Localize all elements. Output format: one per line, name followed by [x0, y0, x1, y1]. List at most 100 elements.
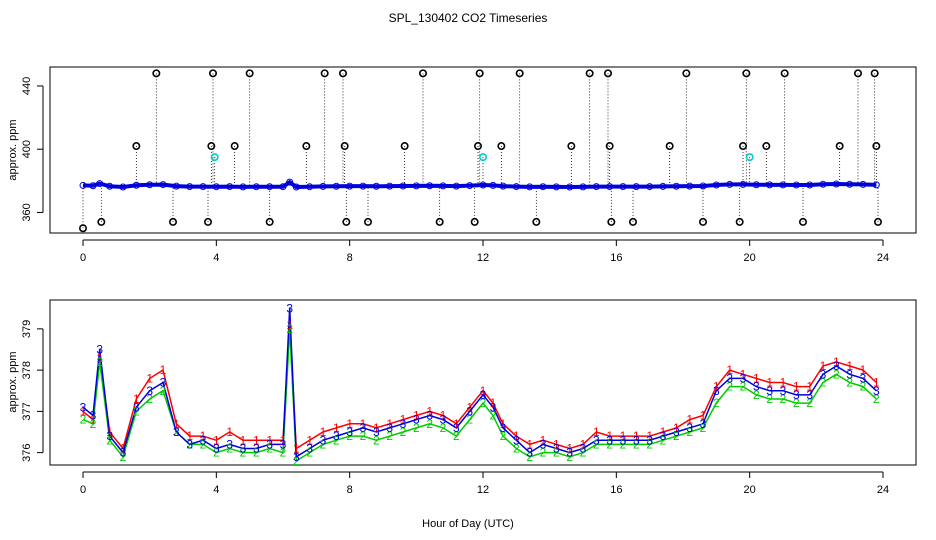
spike-marker [245, 69, 254, 78]
baseline-point [592, 183, 600, 191]
spike-marker [738, 142, 747, 151]
series-1-label: 1 [700, 409, 707, 423]
baseline-point [319, 182, 327, 190]
series-2-label: 2 [580, 446, 587, 460]
series-2-label: 2 [200, 437, 207, 451]
series-1-label: 1 [200, 429, 207, 443]
series-1-label: 1 [673, 421, 680, 435]
series-1-label: 1 [213, 433, 220, 447]
series-3-line [82, 308, 877, 459]
series-2-label: 2 [540, 446, 547, 460]
series-2-label: 2 [213, 446, 220, 460]
series-2-label: 2 [820, 376, 827, 390]
series-3-label: 3 [386, 421, 393, 435]
series-3-label: 3 [726, 371, 733, 385]
series-2-label: 2 [160, 384, 167, 398]
series-1-label: 1 [453, 417, 460, 431]
series-1-label: 1 [753, 371, 760, 385]
top-x-tick-label: 8 [347, 252, 353, 264]
series-2-label: 2 [793, 396, 800, 410]
series-3-label: 3 [80, 400, 87, 414]
series-3-label: 3 [146, 384, 153, 398]
series-3-label: 3 [673, 425, 680, 439]
spike-marker [230, 142, 239, 151]
series-2-label: 2 [360, 429, 367, 443]
series-3-label: 3 [580, 442, 587, 456]
spike-marker [320, 69, 329, 78]
spike-marker [605, 142, 614, 151]
series-2-label: 2 [400, 425, 407, 439]
baseline-point [712, 181, 720, 189]
series-1-label: 1 [440, 409, 447, 423]
series-3-label: 3 [780, 384, 787, 398]
baseline-point [119, 183, 127, 191]
baseline-point [212, 183, 220, 191]
spike-marker [585, 69, 594, 78]
spike-marker [780, 69, 789, 78]
spike-marker [682, 69, 691, 78]
spike-marker [207, 142, 216, 151]
series-1-label: 1 [280, 433, 287, 447]
spike-marker [835, 142, 844, 151]
spike-marker [302, 142, 311, 151]
bottom-x-tick-label: 16 [610, 484, 622, 496]
spike-marker [567, 142, 576, 151]
series-2-label: 2 [740, 380, 747, 394]
series-2-label: 2 [700, 421, 707, 435]
series-2-label: 2 [320, 437, 327, 451]
series-3-label: 3 [686, 421, 693, 435]
series-1-label: 1 [806, 380, 813, 394]
series-2-label: 2 [490, 409, 497, 423]
series-1-label: 1 [480, 384, 487, 398]
series-3-label: 3 [333, 429, 340, 443]
baseline-point [846, 180, 854, 188]
series-1-label: 1 [873, 376, 880, 390]
spike-marker [873, 217, 882, 226]
series-3-label: 3 [766, 384, 773, 398]
series-3-label: 3 [373, 425, 380, 439]
spike-marker [152, 69, 161, 78]
spike-marker [209, 69, 218, 78]
baseline-point [372, 182, 380, 190]
baseline-point [439, 182, 447, 190]
baseline-point [726, 180, 734, 188]
series-3-label: 3 [500, 421, 507, 435]
series-3-label: 3 [606, 433, 613, 447]
spike-marker [435, 217, 444, 226]
series-3-label: 3 [133, 400, 140, 414]
baseline-point [106, 182, 114, 190]
series-1-label: 1 [80, 404, 87, 418]
series-1-label: 1 [426, 404, 433, 418]
series-2-label: 2 [266, 442, 273, 456]
series-3-label: 3 [633, 433, 640, 447]
series-3-label: 3 [160, 376, 167, 390]
series-3-label: 3 [860, 371, 867, 385]
series-1-label: 1 [766, 376, 773, 390]
bottom-y-tick-label: 376 [21, 443, 33, 461]
baseline-point [252, 183, 260, 191]
series-1-label: 1 [860, 363, 867, 377]
series-1-label: 1 [386, 417, 393, 431]
series-2-label: 2 [106, 433, 113, 447]
series-2-label: 2 [480, 396, 487, 410]
baseline-point [386, 182, 394, 190]
baseline-point [632, 183, 640, 191]
series-1-label: 1 [346, 417, 353, 431]
series-1-label: 1 [500, 417, 507, 431]
series-1-label: 1 [526, 437, 533, 451]
series-1-label: 1 [373, 421, 380, 435]
series-2-label: 2 [286, 322, 293, 336]
bottom-x-tick-label: 0 [80, 484, 86, 496]
series-2-label: 2 [306, 446, 313, 460]
top-x-tick-label: 4 [213, 252, 219, 264]
series-3-label: 3 [466, 404, 473, 418]
baseline-point [399, 182, 407, 190]
bottom-y-tick-label: 378 [21, 361, 33, 379]
baseline-point [779, 181, 787, 189]
top-x-tick-label: 16 [610, 252, 622, 264]
series-1-label: 1 [253, 433, 260, 447]
spike-marker [872, 142, 881, 151]
baseline-point [552, 183, 560, 191]
